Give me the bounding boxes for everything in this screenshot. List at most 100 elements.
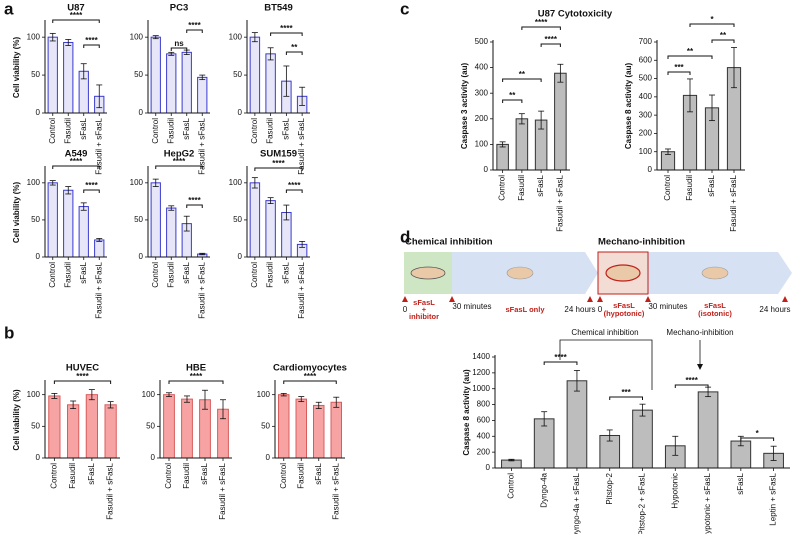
error-bar: [80, 63, 87, 80]
x-tick-label: Control: [250, 262, 259, 288]
significance-label: **: [291, 43, 298, 52]
significance-label: **: [509, 91, 516, 100]
bar: [181, 51, 192, 114]
cell-icon: [605, 264, 641, 282]
bar: [63, 41, 74, 114]
significance-bracket: [52, 165, 100, 169]
x-tick-label: Fasudil: [517, 175, 526, 201]
phase-label: sFasL: [704, 301, 726, 310]
error-bar: [152, 35, 159, 40]
bar: [78, 206, 89, 258]
significance-bracket: [740, 437, 775, 441]
error-bar: [49, 180, 56, 186]
error-bar: [315, 401, 322, 410]
chart-title: A549: [65, 149, 88, 160]
x-tick-label: Fasudil + sFasL: [729, 174, 738, 231]
diagram-title: Chemical inhibition: [405, 237, 493, 248]
error-bar: [184, 395, 190, 403]
y-tick-label: 200: [639, 129, 653, 138]
x-tick-label: Fasudil: [266, 118, 275, 144]
bar: [47, 182, 58, 258]
bar: [166, 207, 177, 258]
significance-label: ****: [70, 157, 83, 166]
y-tick-label: 50: [31, 70, 40, 79]
bar: [697, 391, 719, 469]
y-tick-label: 0: [484, 165, 489, 174]
significance-bracket: [83, 44, 100, 48]
bar: [632, 409, 653, 469]
x-tick-label: Leptin + sFasL: [769, 472, 778, 525]
bar: [104, 404, 117, 459]
significance-label: ****: [190, 372, 203, 381]
significance-bracket: [502, 99, 523, 103]
panel-title: U87 Cytotoxicity: [538, 9, 613, 20]
y-tick-label: 100: [130, 32, 144, 41]
y-tick-label: 700: [639, 37, 653, 46]
y-tick-label: 100: [27, 178, 41, 187]
bar: [566, 380, 588, 469]
x-tick-label: sFasL: [200, 462, 209, 484]
significance-bracket: [52, 19, 100, 23]
y-axis-label: Cell viability (%): [12, 389, 21, 451]
x-tick-label: sFasL: [707, 174, 716, 196]
significance-label: ****: [173, 157, 186, 166]
y-tick-label: 0: [266, 453, 271, 462]
significance-bracket: [186, 29, 203, 33]
phase-label: inhibitor: [409, 312, 439, 321]
significance-bracket: [609, 396, 643, 400]
x-tick-label: Fasudil: [68, 463, 77, 489]
bar: [181, 398, 193, 459]
significance-bracket: [270, 32, 303, 36]
significance-bracket: [83, 189, 100, 193]
error-bar: [508, 458, 515, 462]
y-tick-label: 200: [477, 447, 491, 456]
error-bar: [51, 392, 58, 399]
significance-label: ns: [174, 39, 184, 48]
x-tick-label: Fasudil + sFasL: [197, 261, 206, 318]
x-tick-label: Fasudil: [685, 175, 694, 201]
chart-title: HepG2: [164, 149, 195, 160]
x-tick-label: Control: [48, 262, 57, 288]
x-tick-label: sFasL: [182, 117, 191, 139]
y-tick-label: 0: [151, 453, 156, 462]
significance-bracket: [711, 39, 735, 43]
significance-label: ****: [272, 159, 285, 168]
x-tick-label: sFasL: [79, 117, 88, 139]
x-tick-label: Control: [151, 262, 160, 288]
phase-label: sFasL only: [505, 305, 545, 314]
significance-label: ****: [685, 376, 698, 385]
bar: [496, 143, 509, 171]
y-tick-label: 100: [639, 147, 653, 156]
error-bar: [166, 392, 172, 397]
y-tick-label: 100: [130, 178, 144, 187]
y-tick-label: 50: [31, 421, 40, 430]
y-axis-label: Cell viability (%): [12, 36, 21, 98]
callout: Mechano-inhibition: [666, 328, 733, 337]
panel-label: a: [4, 0, 14, 18]
x-tick-label: sFasL: [536, 174, 545, 196]
x-tick-label: Control: [48, 118, 57, 144]
significance-bracket: [283, 380, 337, 384]
x-tick-label: Control: [151, 118, 160, 144]
error-bar: [665, 148, 671, 155]
chart-title: PC3: [170, 3, 188, 14]
error-bar: [639, 403, 646, 417]
error-bar: [202, 389, 208, 410]
significance-bracket: [502, 78, 542, 82]
bar: [85, 394, 98, 459]
significance-bracket: [53, 380, 112, 384]
bar: [249, 182, 261, 258]
significance-bracket: [667, 55, 713, 59]
y-axis-label: Caspase 8 activity (au): [624, 63, 633, 150]
panel-label: c: [400, 0, 409, 18]
bar: [48, 395, 61, 459]
significance-label: ****: [70, 11, 83, 20]
significance-bracket: [667, 71, 691, 75]
y-tick-label: 0: [36, 252, 41, 261]
significance-bracket: [254, 167, 303, 171]
y-tick-label: 0: [486, 463, 491, 472]
bar: [278, 394, 290, 459]
y-tick-label: 600: [639, 55, 653, 64]
time-label: 0: [403, 305, 408, 314]
error-bar: [299, 241, 306, 248]
